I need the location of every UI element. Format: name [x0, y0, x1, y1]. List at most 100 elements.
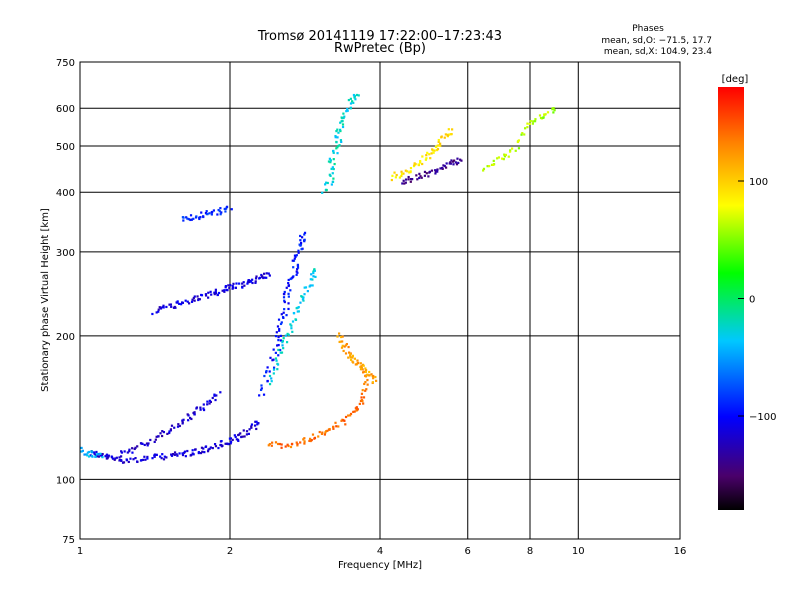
echo-point	[253, 424, 257, 427]
scatter-points	[80, 93, 556, 464]
echo-point	[181, 421, 184, 424]
echo-point	[344, 415, 348, 419]
echo-point	[275, 331, 278, 334]
echo-point	[190, 300, 194, 303]
echo-point	[340, 140, 343, 144]
echo-point	[339, 139, 343, 142]
echo-point	[294, 255, 297, 258]
echo-point	[342, 116, 345, 120]
echo-point	[349, 97, 352, 100]
echo-point	[409, 166, 413, 170]
echo-point	[276, 325, 280, 328]
echo-point	[329, 161, 332, 164]
echo-point	[321, 191, 324, 194]
echo-point	[303, 440, 306, 443]
echo-point	[140, 459, 143, 462]
echo-point	[216, 213, 219, 216]
echo-point	[159, 455, 162, 458]
echo-point	[176, 301, 179, 304]
echo-point	[497, 156, 501, 159]
echo-point	[302, 438, 305, 441]
echo-point	[276, 442, 280, 446]
echo-point	[310, 438, 313, 442]
echo-point	[544, 113, 547, 116]
echo-point	[255, 275, 258, 278]
echo-point	[257, 422, 260, 425]
y-tick-label-4: 400	[56, 188, 75, 199]
echo-point	[128, 450, 131, 453]
echo-point	[87, 455, 91, 458]
echo-point	[165, 456, 168, 459]
echo-point	[295, 270, 298, 273]
echo-point	[363, 382, 366, 386]
echo-point	[313, 269, 316, 272]
echo-point	[221, 289, 224, 292]
colorbar-ticks: 100 0 −100	[738, 177, 776, 423]
echo-point	[92, 451, 96, 454]
echo-point	[201, 450, 204, 453]
echo-point	[297, 251, 300, 254]
echo-point	[293, 257, 296, 260]
echo-point	[332, 427, 335, 430]
echo-point	[287, 307, 290, 311]
echo-point	[199, 216, 202, 219]
echo-point	[331, 166, 334, 169]
echo-point	[227, 284, 230, 287]
echo-point	[187, 218, 190, 221]
echo-point	[349, 412, 353, 416]
colorbar-label: [deg]	[722, 74, 749, 85]
echo-point	[500, 157, 504, 160]
echo-point	[195, 406, 199, 409]
echo-point	[336, 128, 339, 131]
echo-point	[342, 419, 345, 422]
echo-point	[168, 430, 171, 433]
echo-point	[368, 374, 371, 377]
echo-point	[270, 444, 273, 447]
echo-point	[219, 391, 222, 394]
echo-point	[268, 370, 271, 373]
echo-point	[225, 205, 229, 208]
echo-point	[236, 438, 240, 441]
echo-point	[352, 93, 356, 97]
echo-point	[328, 157, 331, 160]
echo-point	[347, 356, 350, 359]
y-tick-label-2: 200	[56, 332, 75, 343]
echo-point	[280, 443, 283, 446]
echo-point	[339, 128, 342, 131]
echo-point	[193, 299, 196, 302]
echo-point	[218, 291, 221, 295]
echo-point	[177, 423, 180, 426]
echo-point	[173, 451, 177, 454]
echo-point	[340, 346, 344, 349]
echo-point	[349, 354, 352, 357]
echo-point	[168, 303, 171, 306]
echo-point	[286, 443, 289, 446]
echo-point	[451, 160, 455, 163]
echo-point	[161, 430, 164, 433]
echo-point	[206, 400, 209, 403]
echo-point	[344, 344, 347, 347]
echo-point	[182, 418, 185, 421]
echo-point	[419, 175, 422, 178]
echo-point	[445, 162, 448, 165]
echo-point	[332, 149, 335, 153]
echo-point	[101, 452, 104, 456]
echo-point	[423, 174, 426, 177]
echo-point	[259, 388, 263, 392]
echo-point	[327, 160, 331, 163]
echo-point	[285, 314, 288, 317]
echo-point	[278, 442, 281, 446]
echo-point	[207, 291, 210, 294]
echo-point	[96, 455, 99, 458]
echo-point	[400, 170, 403, 173]
echo-point	[243, 284, 246, 287]
echo-point	[402, 172, 405, 175]
echo-point	[146, 455, 149, 459]
echo-point	[153, 453, 157, 456]
echo-point	[217, 446, 220, 450]
echo-point	[242, 281, 245, 284]
echo-point	[342, 112, 345, 115]
y-tick-label-3: 300	[56, 248, 75, 259]
trace-2	[80, 446, 104, 459]
echo-point	[170, 305, 173, 308]
